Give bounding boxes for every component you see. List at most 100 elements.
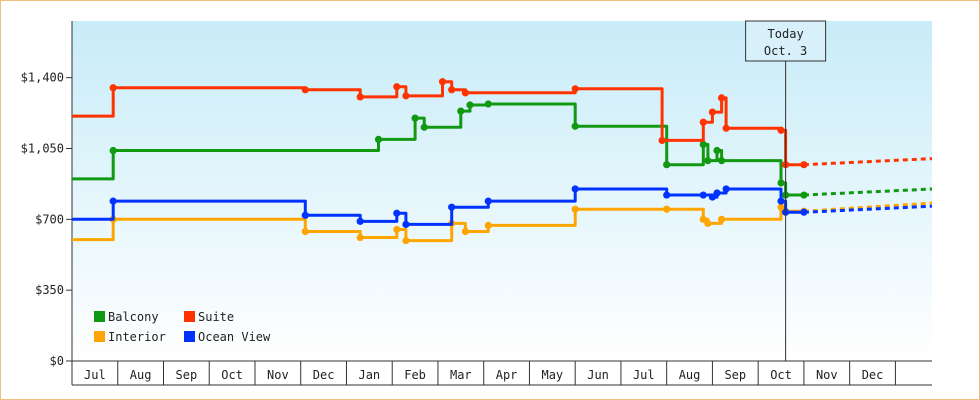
data-point [438, 78, 447, 86]
legend-label: Ocean View [198, 330, 271, 344]
x-tick-label: Nov [267, 368, 289, 382]
legend: Balcony Suite Interior Ocean View [94, 310, 271, 344]
data-point [374, 135, 383, 143]
data-point [356, 93, 364, 101]
data-point [411, 114, 419, 122]
data-point [717, 94, 726, 102]
legend-item-suite: Suite [184, 310, 234, 324]
data-point [663, 161, 671, 169]
data-point [484, 197, 492, 205]
plot-background [72, 21, 932, 361]
data-point [800, 208, 808, 216]
legend-label: Interior [108, 330, 166, 344]
today-box [745, 20, 827, 62]
data-point [717, 157, 726, 165]
today-date: Oct. 3 [764, 44, 807, 58]
data-point [402, 92, 410, 100]
y-tick-label: $0 [50, 354, 64, 368]
data-point [663, 205, 671, 213]
data-point [571, 122, 579, 130]
data-point [484, 221, 492, 230]
series-layer [72, 78, 933, 245]
x-tick-label: Sep [724, 368, 746, 382]
data-point [109, 146, 117, 155]
y-tick-label: $1,400 [21, 71, 64, 85]
data-point [301, 211, 309, 219]
series-suite [72, 78, 933, 169]
data-point [571, 85, 579, 93]
series-projection [803, 157, 933, 167]
x-tick-label: Aug [679, 368, 701, 382]
legend-swatch [184, 311, 195, 322]
today-label: Today [768, 27, 804, 41]
data-point [699, 191, 707, 199]
data-point [800, 161, 808, 169]
data-point [777, 126, 785, 134]
data-point [713, 146, 721, 155]
data-point [109, 197, 117, 205]
x-tick-label: May [541, 368, 563, 382]
x-tick-label: Mar [450, 368, 472, 382]
data-point [402, 236, 410, 245]
series-projection [803, 187, 933, 197]
data-point [466, 101, 474, 109]
y-tick-label: $350 [35, 283, 64, 297]
data-point [301, 86, 309, 94]
x-tick-label: Jul [84, 368, 106, 382]
x-tick-label: Nov [816, 368, 838, 382]
x-tick-label: Oct [770, 368, 792, 382]
data-point [393, 83, 401, 91]
legend-swatch [94, 331, 105, 342]
data-point [461, 89, 470, 97]
legend-item-ocean-view: Ocean View [184, 330, 271, 344]
data-point [461, 227, 470, 236]
legend-label: Suite [198, 310, 234, 324]
data-point [800, 191, 808, 199]
x-tick-label: Apr [496, 368, 518, 382]
series-balcony [72, 100, 933, 199]
data-point [777, 179, 785, 187]
data-point [420, 123, 428, 131]
y-axis: $0 $350 $700 $1,050 $1,400 [21, 21, 73, 385]
data-point [393, 225, 401, 234]
y-tick-label: $1,050 [21, 142, 64, 156]
y-tick-label: $700 [35, 212, 64, 226]
data-point [713, 189, 721, 197]
data-point [301, 227, 309, 236]
data-point [393, 209, 401, 217]
series-projection [803, 204, 933, 214]
data-point [356, 233, 364, 242]
legend-label: Balcony [108, 310, 159, 324]
data-point [457, 107, 465, 115]
data-point [484, 100, 492, 108]
data-point [699, 140, 707, 149]
x-tick-label: Dec [313, 368, 335, 382]
data-point [717, 215, 726, 223]
x-tick-label: Sep [176, 368, 198, 382]
data-point [448, 203, 456, 211]
legend-swatch [184, 331, 195, 342]
data-point [402, 220, 410, 228]
data-point [704, 157, 712, 165]
x-tick-label: Feb [404, 368, 426, 382]
data-point [704, 219, 712, 227]
data-point [699, 118, 707, 126]
legend-item-balcony: Balcony [94, 310, 159, 324]
x-axis: Jul Aug Sep Oct Nov Dec Jan Feb Mar Apr May Jun Jul A… [71, 360, 932, 386]
data-point [722, 185, 730, 193]
x-tick-label: Jan [358, 368, 380, 382]
data-point [571, 205, 579, 213]
data-point [708, 108, 717, 116]
today-marker: Today Oct. 3 [745, 20, 827, 361]
data-point [663, 191, 671, 199]
data-point [722, 124, 730, 132]
data-point [356, 217, 364, 225]
legend-swatch [94, 311, 105, 322]
data-point [658, 136, 666, 145]
legend-item-interior: Interior [94, 330, 166, 344]
data-point [109, 84, 117, 92]
x-tick-label: Oct [221, 368, 243, 382]
x-tick-label: Jul [633, 368, 655, 382]
